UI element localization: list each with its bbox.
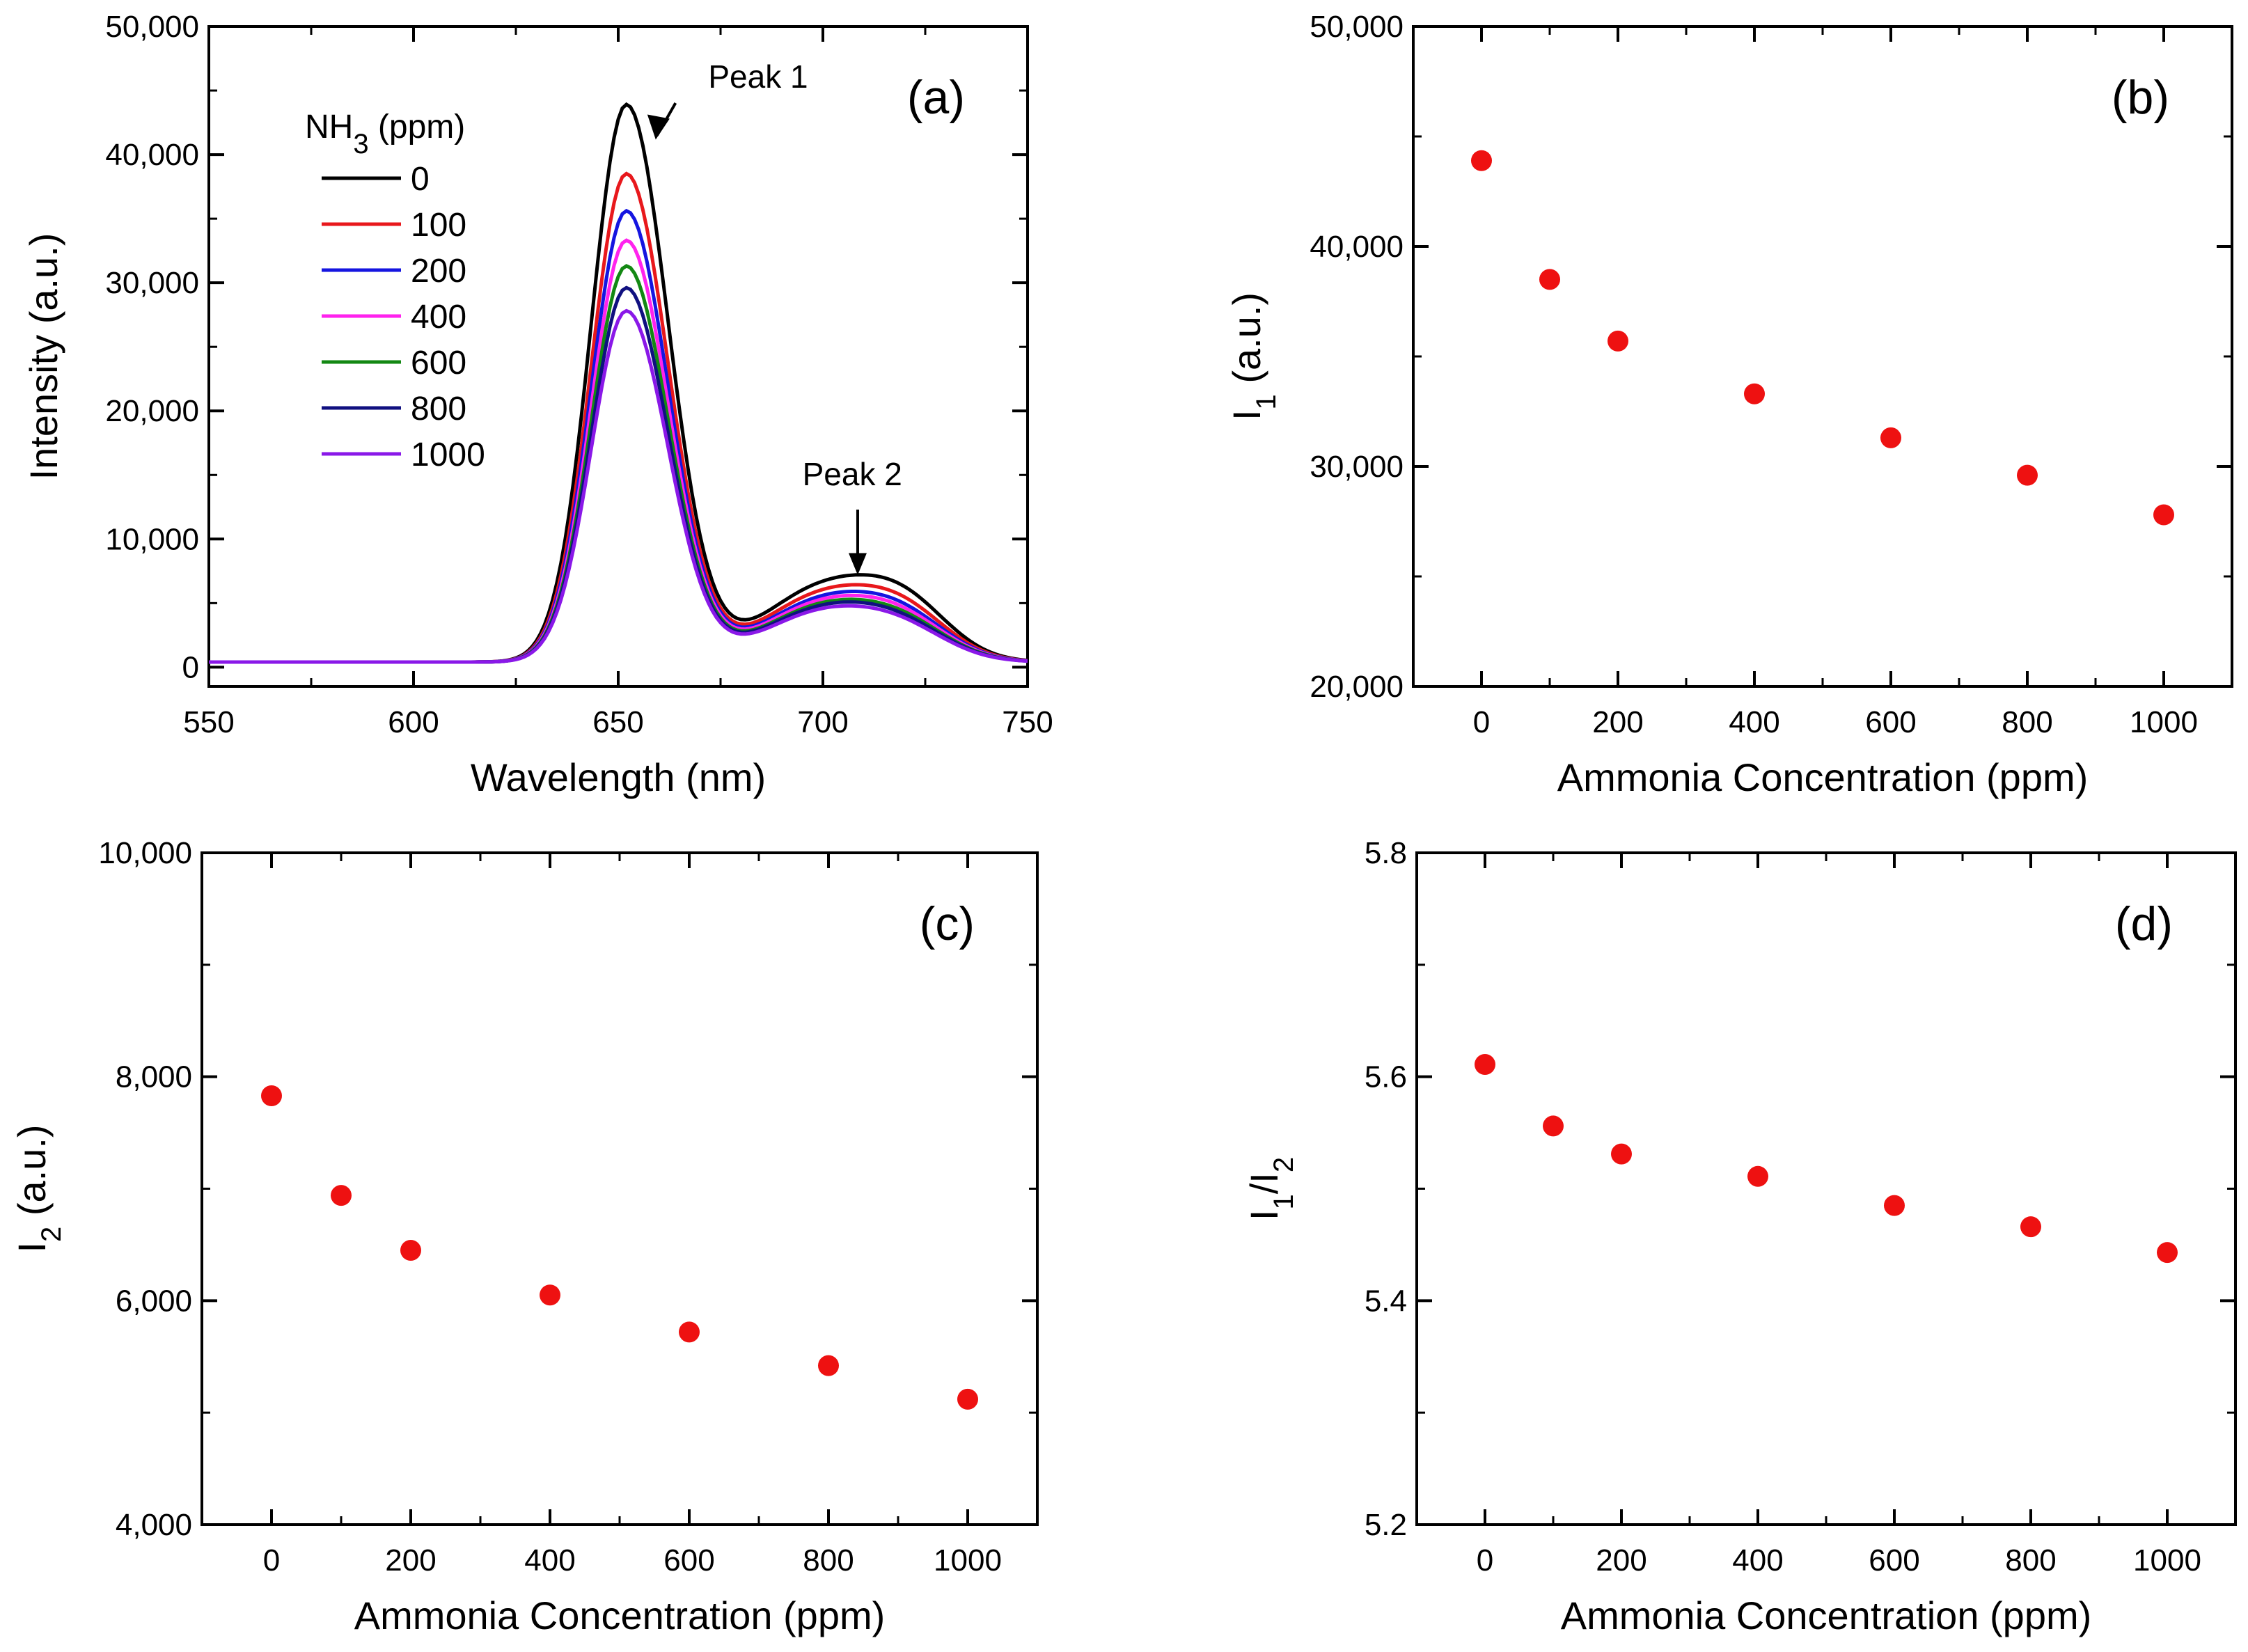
x-tick-label: 550 <box>183 705 234 739</box>
peak1-annotation: Peak 1 <box>708 58 808 95</box>
legend-title: NH3 (ppm) <box>305 109 465 159</box>
y-tick-label: 0 <box>182 650 199 684</box>
y-tick-label: 30,000 <box>105 266 199 300</box>
y-tick-label: 40,000 <box>1310 230 1404 264</box>
data-point-0 <box>1475 1053 1495 1075</box>
panel-label: (a) <box>907 71 965 124</box>
y-tick-label: 20,000 <box>105 394 199 428</box>
x-tick-label: 1000 <box>2130 705 2198 739</box>
y-tick-label: 30,000 <box>1310 450 1404 484</box>
x-tick-label: 200 <box>1596 1543 1646 1578</box>
y-tick-label: 5.2 <box>1365 1508 1407 1542</box>
data-point-600 <box>679 1321 700 1343</box>
data-point-800 <box>818 1355 839 1376</box>
data-point-600 <box>1880 427 1901 448</box>
plot-frame <box>1415 851 2237 1526</box>
data-point-1000 <box>2153 504 2174 526</box>
x-tick-label: 1000 <box>934 1543 1002 1578</box>
series-line-1000 <box>209 308 1028 664</box>
data-point-600 <box>1884 1195 1905 1216</box>
x-tick-label: 400 <box>524 1543 575 1578</box>
data-point-0 <box>261 1085 282 1107</box>
panel-a: 550 600 650 700 750 0 10,000 20,000 30,000 40,000… <box>22 10 1053 799</box>
data-point-200 <box>400 1239 421 1261</box>
series-line-100 <box>209 171 1028 664</box>
y-tick-label: 10,000 <box>105 522 199 556</box>
x-axis-title: Wavelength (nm) <box>471 755 766 799</box>
data-point-400 <box>1747 1165 1768 1187</box>
x-axis-title: Ammonia Concentration (ppm) <box>354 1594 886 1637</box>
x-tick-label: 800 <box>803 1543 854 1578</box>
data-point-1000 <box>2157 1242 2178 1264</box>
x-tick-label: 0 <box>1473 705 1490 739</box>
data-point-100 <box>331 1185 352 1206</box>
x-tick-label: 750 <box>1002 705 1053 739</box>
legend-label-200: 200 <box>411 253 466 290</box>
x-tick-label: 1000 <box>2133 1543 2201 1578</box>
y-tick-label: 6,000 <box>116 1284 192 1318</box>
data-point-200 <box>1611 1143 1632 1165</box>
legend-label-400: 400 <box>411 299 466 336</box>
x-tick-label: 600 <box>663 1543 714 1578</box>
y-tick-label: 4,000 <box>116 1508 192 1542</box>
y-axis-title: I2 (a.u.) <box>10 1124 67 1252</box>
y-tick-label: 50,000 <box>105 10 199 44</box>
y-tick-label: 40,000 <box>105 138 199 172</box>
plot-frame <box>1412 25 2233 688</box>
y-tick-label: 5.8 <box>1365 836 1407 870</box>
x-tick-label: 800 <box>2005 1543 2056 1578</box>
x-axis-title: Ammonia Concentration (ppm) <box>1557 755 2089 799</box>
legend-label-100: 100 <box>411 207 466 244</box>
peak2-arrowhead <box>848 553 867 575</box>
data-point-0 <box>1471 150 1492 171</box>
x-tick-label: 0 <box>263 1543 280 1578</box>
x-tick-label: 800 <box>2002 705 2052 739</box>
panel-label: (c) <box>920 897 975 950</box>
x-tick-label: 200 <box>1592 705 1643 739</box>
data-point-800 <box>2017 464 2038 486</box>
panel-b: 0 200 400 600 800 1000 20,000 30,000 40,000 50,00… <box>1225 10 2233 799</box>
y-tick-label: 20,000 <box>1310 670 1404 704</box>
panel-c: 0 200 400 600 800 1000 4,000 6,000 8,000 10,000 Am… <box>10 836 1039 1637</box>
y-tick-label: 8,000 <box>116 1060 192 1094</box>
y-tick-label: 50,000 <box>1310 10 1404 44</box>
y-tick-label: 10,000 <box>98 836 192 870</box>
y-tick-label: 5.6 <box>1365 1060 1407 1094</box>
data-point-100 <box>1543 1115 1564 1137</box>
panel-label: (b) <box>2112 71 2169 124</box>
y-tick-label: 5.4 <box>1365 1284 1407 1318</box>
x-tick-label: 600 <box>1865 705 1916 739</box>
x-tick-label: 200 <box>385 1543 436 1578</box>
legend-label-1000: 1000 <box>411 436 485 473</box>
x-tick-label: 600 <box>388 705 439 739</box>
data-point-400 <box>1744 383 1765 404</box>
x-tick-label: 650 <box>592 705 643 739</box>
panel-label: (d) <box>2115 897 2173 950</box>
legend-label-600: 600 <box>411 345 466 381</box>
peak1-arrowhead <box>647 114 670 140</box>
data-point-100 <box>1539 269 1560 290</box>
spectra-lines <box>209 102 1028 664</box>
data-point-800 <box>2020 1216 2041 1238</box>
y-axis-title: I1 (a.u.) <box>1225 292 1282 420</box>
plot-frame <box>201 851 1039 1526</box>
x-tick-label: 700 <box>797 705 848 739</box>
y-axis-title: I1/I2 <box>1242 1157 1299 1220</box>
x-tick-label: 600 <box>1869 1543 1919 1578</box>
legend-label-0: 0 <box>411 161 430 198</box>
peak2-annotation: Peak 2 <box>803 456 902 492</box>
y-axis-title: Intensity (a.u.) <box>22 233 65 480</box>
panel-d: 0 200 400 600 800 1000 5.2 5.4 5.6 5.8 Ammonia Con… <box>1242 836 2237 1637</box>
x-axis-title: Ammonia Concentration (ppm) <box>1561 1594 2092 1637</box>
x-tick-label: 400 <box>1732 1543 1783 1578</box>
x-tick-label: 400 <box>1729 705 1779 739</box>
data-point-1000 <box>957 1388 978 1410</box>
data-point-400 <box>540 1284 560 1306</box>
data-point-200 <box>1608 330 1628 352</box>
legend-label-800: 800 <box>411 391 466 427</box>
x-tick-label: 0 <box>1477 1543 1493 1578</box>
